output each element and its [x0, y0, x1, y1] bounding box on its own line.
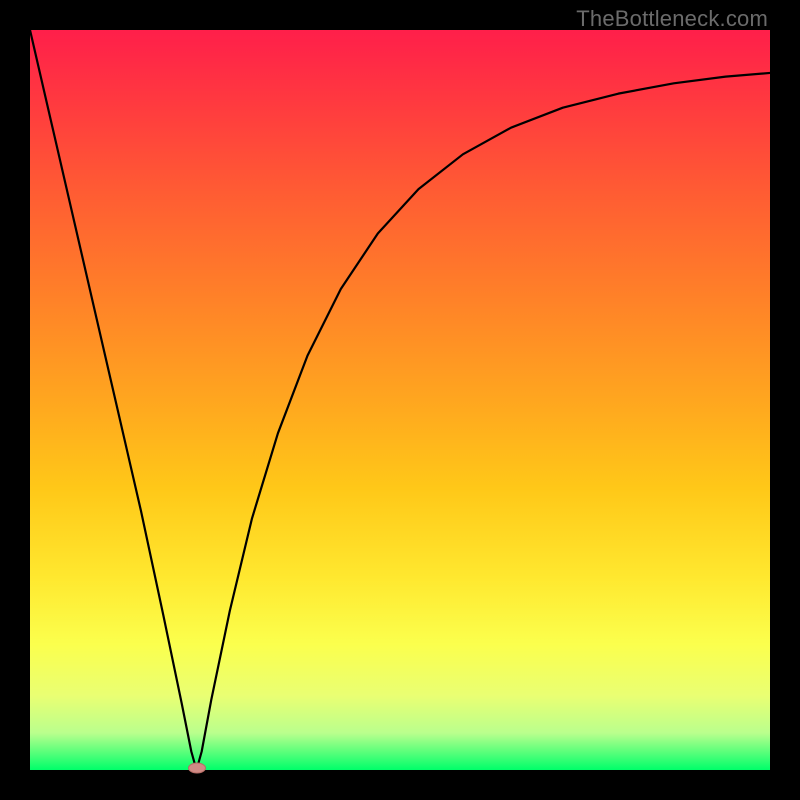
curve-svg — [30, 30, 770, 770]
watermark-text: TheBottleneck.com — [576, 6, 768, 32]
bottleneck-curve — [30, 30, 770, 770]
trough-marker — [188, 762, 206, 773]
plot-area — [30, 30, 770, 770]
chart-container: TheBottleneck.com — [0, 0, 800, 800]
